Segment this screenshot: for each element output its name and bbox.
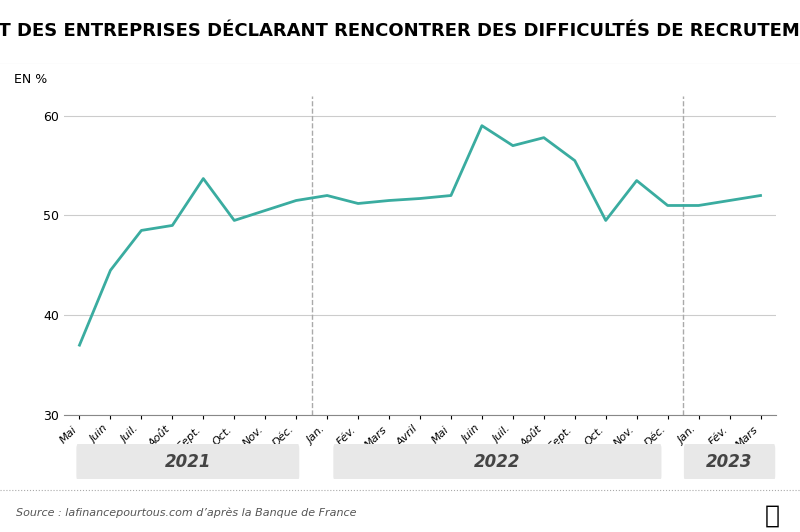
Text: 2021: 2021 (165, 453, 211, 470)
Text: Source : lafinancepourtous.com d’après la Banque de France: Source : lafinancepourtous.com d’après l… (16, 508, 357, 518)
FancyBboxPatch shape (334, 442, 662, 483)
Text: 2022: 2022 (474, 453, 521, 470)
Text: EN %: EN % (14, 73, 48, 86)
Text: 2023: 2023 (706, 453, 753, 470)
Text: PART DES ENTREPRISES DÉCLARANT RENCONTRER DES DIFFICULTÉS DE RECRUTEMENT: PART DES ENTREPRISES DÉCLARANT RENCONTRE… (0, 22, 800, 40)
FancyBboxPatch shape (684, 442, 775, 483)
Text: 🌳: 🌳 (765, 503, 779, 527)
FancyBboxPatch shape (76, 442, 299, 483)
